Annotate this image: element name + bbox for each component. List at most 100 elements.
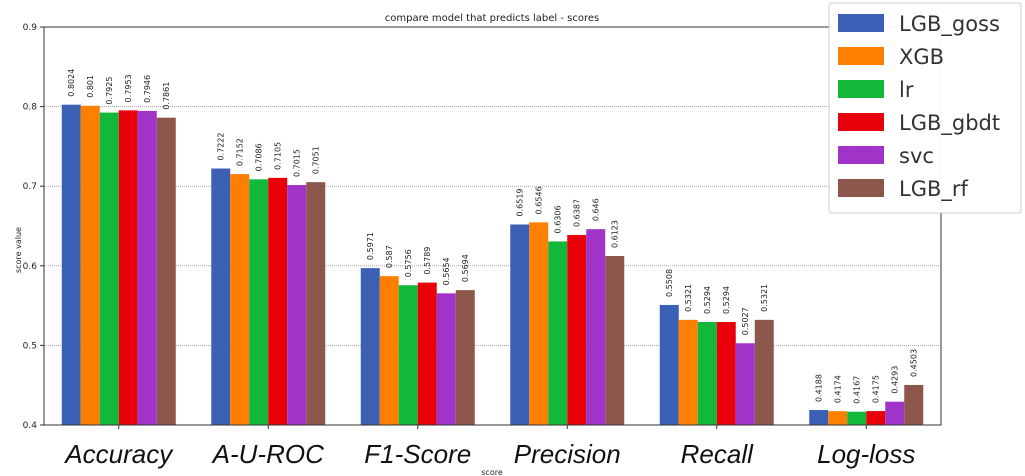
legend-swatch xyxy=(838,179,884,197)
category-label: F1-Score xyxy=(364,439,471,469)
chart-title: compare model that predicts label - scor… xyxy=(385,13,599,24)
bar xyxy=(99,112,119,425)
bar xyxy=(510,224,530,425)
data-label: 0.7925 xyxy=(105,77,114,105)
bar xyxy=(118,110,138,426)
y-tick-label: 0.5 xyxy=(23,341,37,351)
legend-label: XGB xyxy=(899,45,944,69)
bar xyxy=(156,117,176,425)
data-label: 0.4167 xyxy=(853,376,862,404)
data-label: 0.801 xyxy=(86,75,95,98)
data-label: 0.6123 xyxy=(611,220,620,248)
data-label: 0.5321 xyxy=(760,284,769,312)
bar xyxy=(754,319,774,425)
bar xyxy=(398,285,418,425)
category-label: Precision xyxy=(514,439,621,469)
bar xyxy=(904,384,924,425)
legend-swatch xyxy=(838,146,884,164)
bar xyxy=(80,105,100,425)
bar xyxy=(417,282,437,425)
data-label: 0.8024 xyxy=(67,69,76,97)
bar xyxy=(697,321,717,425)
y-tick-label: 0.6 xyxy=(23,262,38,272)
data-label: 0.587 xyxy=(385,245,394,268)
bar xyxy=(379,276,399,425)
legend-label: svc xyxy=(899,144,934,168)
data-label: 0.7861 xyxy=(162,82,171,110)
bar xyxy=(548,241,568,425)
y-tick-label: 0.8 xyxy=(23,103,38,113)
data-label: 0.5294 xyxy=(703,286,712,314)
data-label: 0.4503 xyxy=(910,349,919,377)
plot-frame xyxy=(43,26,942,426)
legend-swatch xyxy=(838,80,884,98)
bar xyxy=(529,222,549,425)
bar xyxy=(716,321,736,425)
bar xyxy=(436,293,456,425)
legend-label: LGB_goss xyxy=(899,12,1000,37)
data-label: 0.7105 xyxy=(274,142,283,170)
data-label: 0.5756 xyxy=(404,249,413,277)
legend-label: LGB_gbdt xyxy=(899,111,1000,136)
category-label: Log-loss xyxy=(817,439,915,469)
category-label: Accuracy xyxy=(63,439,174,469)
data-label: 0.7222 xyxy=(217,133,226,161)
data-label: 0.7015 xyxy=(293,149,302,177)
bar xyxy=(659,304,679,425)
category-label: A-U-ROC xyxy=(211,439,324,469)
data-label: 0.646 xyxy=(592,198,601,221)
data-label: 0.6519 xyxy=(516,188,525,216)
data-label: 0.4293 xyxy=(891,366,900,394)
bar xyxy=(230,174,250,425)
data-label: 0.4188 xyxy=(815,374,824,402)
bar xyxy=(249,179,269,425)
data-label: 0.7086 xyxy=(255,143,264,171)
data-label: 0.6387 xyxy=(573,199,582,227)
data-label: 0.5654 xyxy=(442,257,451,285)
x-axis-label: score xyxy=(481,468,503,476)
bar xyxy=(809,410,829,425)
bar xyxy=(306,182,326,425)
bar xyxy=(847,411,867,425)
y-tick-label: 0.4 xyxy=(23,421,38,431)
bar xyxy=(360,268,380,425)
data-label: 0.7152 xyxy=(236,138,245,166)
bar xyxy=(828,411,848,425)
y-axis-label: score value xyxy=(14,227,23,273)
data-label: 0.6306 xyxy=(554,205,563,233)
data-label: 0.5971 xyxy=(366,232,375,260)
bar xyxy=(586,229,606,425)
data-label: 0.5321 xyxy=(684,284,693,312)
bar xyxy=(866,411,886,425)
data-label: 0.4174 xyxy=(834,375,843,403)
data-label: 0.6546 xyxy=(535,186,544,214)
data-label: 0.5789 xyxy=(423,247,432,275)
legend-label: LGB_rf xyxy=(899,177,969,202)
data-label: 0.7953 xyxy=(124,74,133,102)
bar xyxy=(287,185,307,425)
data-label: 0.4175 xyxy=(872,375,881,403)
legend-swatch xyxy=(838,113,884,131)
data-label: 0.7051 xyxy=(312,146,321,174)
bar xyxy=(735,343,755,425)
legend-swatch xyxy=(838,14,884,32)
bar xyxy=(678,319,698,425)
data-label: 0.5694 xyxy=(461,254,470,282)
y-tick-label: 0.7 xyxy=(23,182,37,192)
data-label: 0.7946 xyxy=(143,75,152,103)
legend-label: lr xyxy=(899,78,914,102)
category-label: Recall xyxy=(681,439,754,469)
bar xyxy=(885,401,905,425)
bar xyxy=(455,290,475,425)
bar xyxy=(605,256,625,425)
bar xyxy=(211,168,231,425)
y-tick-label: 0.9 xyxy=(23,23,38,33)
bar xyxy=(137,110,157,425)
bar xyxy=(567,234,587,425)
legend-swatch xyxy=(838,47,884,65)
bar xyxy=(268,177,288,425)
data-label: 0.5294 xyxy=(722,286,731,314)
data-label: 0.5027 xyxy=(741,307,750,335)
